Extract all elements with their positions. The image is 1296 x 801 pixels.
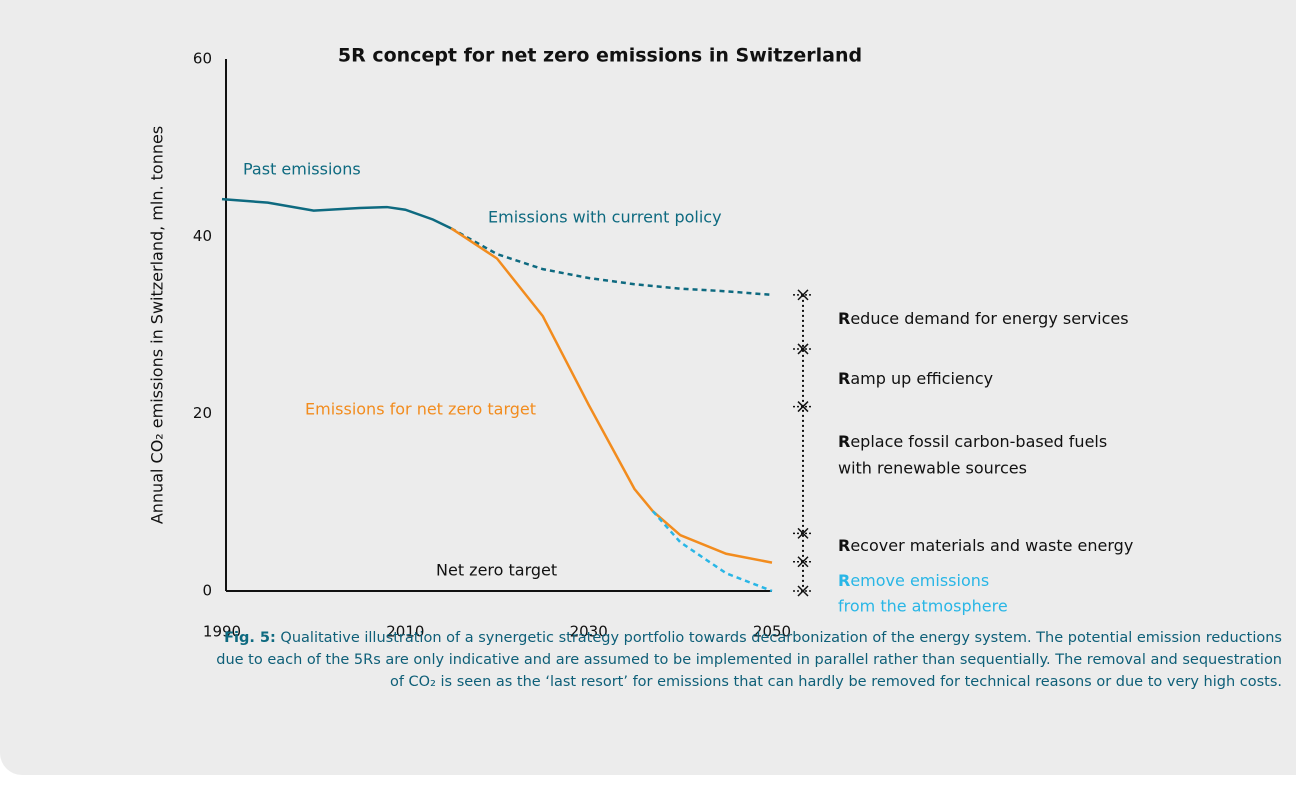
r-initial: R: [838, 536, 850, 555]
r-rest: ecover materials and waste energy: [850, 536, 1133, 555]
y-axis-label: Annual CO₂ emissions in Switzerland, mln…: [148, 126, 167, 524]
series-label: Emissions for net zero target: [305, 400, 536, 419]
r-label: Replace fossil carbon-based fuels: [838, 432, 1107, 451]
r-label: Remove emissions: [838, 571, 989, 590]
bracket-cross: [797, 556, 809, 568]
series-line: [450, 227, 773, 564]
caption-line: Fig. 5: Qualitative illustration of a sy…: [12, 627, 1282, 649]
series-line: [651, 510, 773, 593]
y-tick-label: 60: [193, 50, 212, 68]
r-initial: R: [838, 571, 850, 590]
series-line: [221, 197, 452, 230]
r-rest: educe demand for energy services: [850, 309, 1128, 328]
r-rest: eplace fossil carbon-based fuels: [850, 432, 1107, 451]
bracket-cross: [797, 401, 809, 413]
r-rest: amp up efficiency: [850, 369, 993, 388]
x-tick-label: 1990: [203, 623, 241, 641]
r-initial: R: [838, 432, 850, 451]
caption-text: Qualitative illustration of a synergetic…: [275, 630, 1282, 646]
r-label: Reduce demand for energy services: [838, 309, 1129, 328]
series-label: Past emissions: [243, 160, 361, 179]
x-tick-label: 2030: [570, 623, 608, 641]
x-tick-label: 2010: [386, 623, 424, 641]
r-initial: R: [838, 309, 850, 328]
r-label: from the atmosphere: [838, 597, 1008, 616]
y-tick-label: 0: [202, 582, 212, 600]
bracket-cross: [797, 527, 809, 539]
bracket-cross: [797, 289, 809, 301]
caption: Fig. 5: Qualitative illustration of a sy…: [12, 627, 1282, 693]
annotation: Net zero target: [436, 561, 557, 580]
bracket-cross: [797, 585, 809, 597]
series-label: Emissions with current policy: [488, 208, 722, 227]
bracket-cross: [797, 343, 809, 355]
chart: 5R concept for net zero emissions in Swi…: [148, 45, 1134, 641]
caption-label: Fig. 5:: [224, 630, 276, 646]
caption-text: of CO₂ is seen as the ‘last resort’ for …: [389, 674, 1282, 690]
caption-line: of CO₂ is seen as the ‘last resort’ for …: [12, 671, 1282, 693]
caption-line: due to each of the 5Rs are only indicati…: [12, 649, 1282, 671]
panel: [0, 0, 1296, 775]
y-tick-label: 20: [193, 404, 212, 422]
y-tick-label: 40: [193, 227, 212, 245]
r-label: with renewable sources: [838, 459, 1027, 478]
r-initial: R: [838, 369, 850, 388]
r-label: Ramp up efficiency: [838, 369, 993, 388]
r-rest: emove emissions: [850, 571, 989, 590]
x-tick-label: 2050: [753, 623, 791, 641]
caption-text: due to each of the 5Rs are only indicati…: [216, 652, 1282, 668]
chart-title: 5R concept for net zero emissions in Swi…: [338, 45, 862, 67]
r-label: Recover materials and waste energy: [838, 536, 1133, 555]
